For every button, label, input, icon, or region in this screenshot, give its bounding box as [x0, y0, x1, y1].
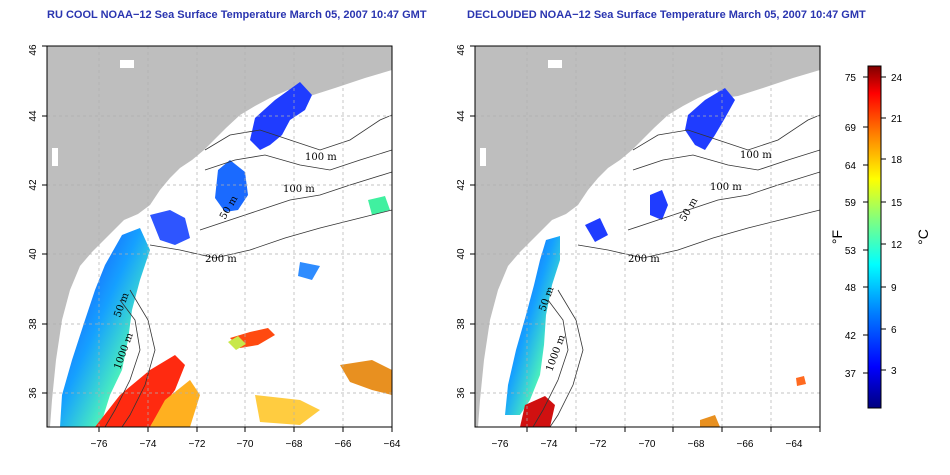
- colorbar-f-tick: 37: [845, 369, 857, 380]
- left-map-sst-gulf-stream: [95, 355, 185, 427]
- left-panel-title: RU COOL NOAA−12 Sea Surface Temperature …: [47, 9, 427, 21]
- right-y-tick-label: 38: [456, 318, 467, 330]
- left-x-tick-label: −70: [237, 439, 254, 450]
- left-x-tick-label: −68: [286, 439, 303, 450]
- right-x-tick-label: −74: [541, 439, 558, 450]
- left-map-sst-shelf: [150, 210, 190, 245]
- colorbar-gradient: [867, 65, 882, 409]
- right-x-axis: −76 −74 −72 −70 −68 −66 −64: [492, 427, 821, 450]
- left-map-sst-cape-cod: [215, 160, 248, 212]
- colorbar-f-tick: 48: [845, 283, 857, 294]
- left-x-axis: −76 −74 −72 −70 −68 −66 −64: [91, 427, 401, 450]
- right-map-sst-patch: [796, 376, 806, 386]
- right-y-tick-label: 44: [456, 110, 467, 122]
- right-y-tick-label: 36: [456, 387, 467, 399]
- colorbar-f-tick: 53: [845, 246, 857, 257]
- left-contour-label: 100 m: [283, 184, 315, 195]
- left-map-sst-patch: [228, 336, 246, 350]
- right-contour-label: 100 m: [710, 182, 742, 193]
- colorbar-f-tick: 64: [845, 161, 857, 172]
- left-contour-label: 100 m: [305, 152, 337, 163]
- left-y-axis: 36 38 40 42 44 46: [28, 44, 47, 399]
- colorbar-c-tick: 24: [891, 73, 903, 84]
- colorbar-c-tick: 9: [891, 283, 897, 294]
- right-x-tick-label: −64: [786, 439, 803, 450]
- left-map-sst-patch: [255, 395, 320, 425]
- right-map-contours: [532, 114, 820, 427]
- right-map-nova-scotia: [713, 58, 820, 98]
- right-x-tick-label: −70: [639, 439, 656, 450]
- colorbar-celsius-label: °C: [915, 229, 931, 245]
- left-map-sst-patch: [368, 196, 390, 215]
- left-x-tick-label: −74: [140, 439, 157, 450]
- right-map-lake: [480, 148, 486, 166]
- colorbar-fahrenheit-label: °F: [829, 230, 845, 244]
- colorbar-c-tick: 3: [891, 366, 897, 377]
- left-y-tick-label: 46: [28, 44, 39, 56]
- colorbar-c-tick: 6: [891, 325, 897, 336]
- right-map-frame: [474, 45, 821, 428]
- colorbar-f-tick: 59: [845, 198, 857, 209]
- right-x-tick-label: −72: [590, 439, 607, 450]
- right-y-tick-label: 42: [456, 179, 467, 191]
- colorbar-f-tick: 69: [845, 123, 857, 134]
- right-map-panel: 100 m 100 m 50 m 200 m 50 m 1000 m −76 −…: [456, 44, 821, 450]
- left-x-tick-label: −64: [384, 439, 401, 450]
- right-contour-label: 200 m: [628, 254, 660, 265]
- colorbar-c-tick: 21: [891, 114, 903, 125]
- left-y-tick-label: 44: [28, 110, 39, 122]
- right-x-tick-label: −66: [737, 439, 754, 450]
- left-y-tick-label: 36: [28, 387, 39, 399]
- left-x-tick-label: −76: [91, 439, 108, 450]
- right-map-land: [475, 46, 820, 427]
- colorbar-c-tick: 15: [891, 198, 903, 209]
- right-panel-title: DECLOUDED NOAA−12 Sea Surface Temperatur…: [467, 9, 866, 21]
- colorbar-c-tick: 18: [891, 155, 903, 166]
- colorbar-f-tick: 75: [845, 73, 857, 84]
- right-map-sst-coastal: [505, 236, 560, 415]
- right-map-sst-gulf-of-maine: [685, 88, 735, 150]
- right-y-axis: 36 38 40 42 44 46: [456, 44, 475, 399]
- colorbar-f-tick: 42: [845, 331, 857, 342]
- right-map-sst-shelf: [585, 218, 608, 242]
- left-map-contours: [104, 114, 392, 427]
- left-map-lake: [52, 148, 58, 166]
- left-map-sst-patch: [340, 360, 392, 395]
- left-map-panel: 100 m 100 m 50 m 200 m 50 m 1000 m −76 −…: [28, 44, 401, 450]
- left-map-sst-coastal: [60, 228, 150, 427]
- right-map-lake: [548, 60, 562, 68]
- left-y-tick-label: 38: [28, 318, 39, 330]
- colorbar: °F °C 75 69 64 59 53 48 42 37 24 21 18 1…: [829, 65, 931, 409]
- left-y-tick-label: 40: [28, 248, 39, 260]
- right-x-tick-label: −68: [688, 439, 705, 450]
- left-map-frame: [46, 45, 393, 428]
- left-map-lake: [120, 60, 134, 68]
- left-x-tick-label: −66: [335, 439, 352, 450]
- left-map-land: [47, 46, 392, 427]
- right-map-sst-patch: [700, 415, 720, 427]
- colorbar-c-tick: 12: [891, 240, 903, 251]
- left-map-sst-patch: [298, 262, 320, 280]
- right-map-sst-cape-cod: [650, 190, 668, 220]
- right-y-tick-label: 46: [456, 44, 467, 56]
- left-map-sst-gulf-stream-edge: [150, 380, 200, 427]
- right-y-tick-label: 40: [456, 248, 467, 260]
- left-y-tick-label: 42: [28, 179, 39, 191]
- right-x-tick-label: −76: [492, 439, 509, 450]
- left-x-tick-label: −72: [189, 439, 206, 450]
- left-contour-label: 200 m: [205, 254, 237, 265]
- left-map-nova-scotia: [285, 58, 392, 98]
- right-contour-label: 100 m: [740, 150, 772, 161]
